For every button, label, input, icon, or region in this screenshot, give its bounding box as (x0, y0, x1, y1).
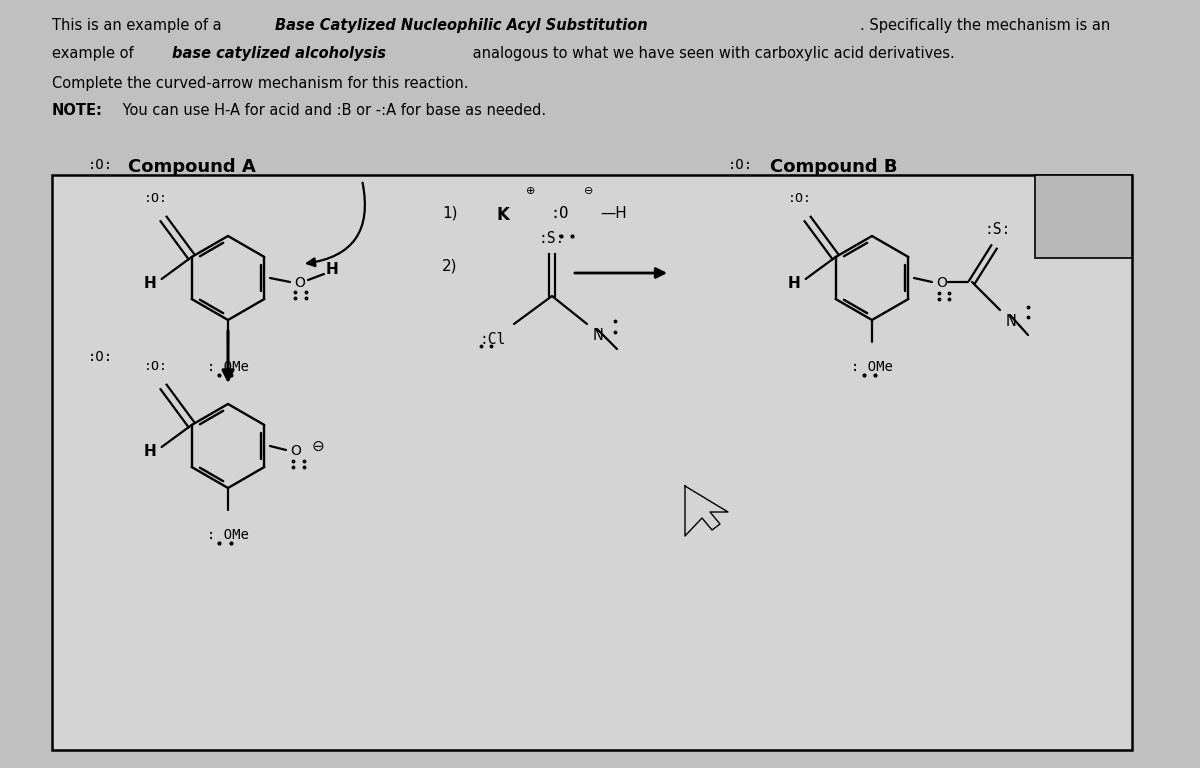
Text: NOTE:: NOTE: (52, 103, 103, 118)
Text: :O:: :O: (144, 192, 168, 205)
Text: $\oplus$: $\oplus$ (524, 185, 535, 196)
Text: base catylized alcoholysis: base catylized alcoholysis (172, 46, 386, 61)
Text: —H: —H (600, 206, 626, 221)
Text: :O:: :O: (88, 350, 113, 364)
Text: :O:: :O: (728, 158, 754, 172)
Text: K: K (497, 206, 510, 224)
Text: O: O (294, 276, 305, 290)
Text: N: N (593, 328, 604, 343)
Text: : OMe: : OMe (851, 360, 893, 374)
Text: Compound B: Compound B (770, 158, 898, 176)
Text: :O:: :O: (144, 360, 168, 373)
Text: :O:: :O: (88, 158, 113, 172)
Text: H: H (143, 276, 156, 292)
Text: analogous to what we have seen with carboxylic acid derivatives.: analogous to what we have seen with carb… (468, 46, 955, 61)
Text: : OMe: : OMe (208, 360, 248, 374)
Text: :Cl: :Cl (480, 332, 506, 347)
Text: :S:: :S: (985, 222, 1012, 237)
Text: 2): 2) (442, 258, 457, 273)
FancyBboxPatch shape (52, 175, 1132, 750)
Text: example of: example of (52, 46, 138, 61)
Text: :S:: :S: (539, 231, 565, 246)
Text: . Specifically the mechanism is an: . Specifically the mechanism is an (860, 18, 1110, 33)
Text: O: O (936, 276, 947, 290)
Text: : OMe: : OMe (208, 528, 248, 542)
Text: Compound A: Compound A (128, 158, 256, 176)
Text: N: N (1006, 314, 1016, 329)
Text: H: H (787, 276, 800, 292)
Text: Base Catylized Nucleophilic Acyl Substitution: Base Catylized Nucleophilic Acyl Substit… (275, 18, 648, 33)
Text: Complete the curved-arrow mechanism for this reaction.: Complete the curved-arrow mechanism for … (52, 76, 468, 91)
Text: This is an example of a: This is an example of a (52, 18, 227, 33)
Text: H: H (325, 261, 338, 276)
Text: O: O (290, 444, 301, 458)
Text: H: H (143, 445, 156, 459)
Text: :O: :O (550, 206, 569, 221)
Polygon shape (1034, 175, 1132, 258)
Text: You can use H-A for acid and :B or -:A for base as needed.: You can use H-A for acid and :B or -:A f… (118, 103, 546, 118)
Text: $\ominus$: $\ominus$ (311, 439, 325, 453)
Text: :O:: :O: (787, 192, 811, 205)
Text: 1): 1) (442, 206, 457, 221)
Text: $\ominus$: $\ominus$ (583, 185, 593, 196)
